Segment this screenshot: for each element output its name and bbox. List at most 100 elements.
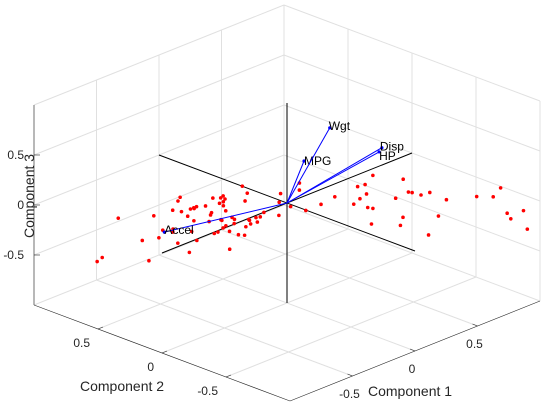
data-point: [304, 208, 308, 213]
data-point: [203, 204, 208, 208]
y-tick-label: 0.5: [73, 336, 90, 350]
z-tick-label: 0.5: [7, 148, 24, 162]
vector-label-accel: Accel: [164, 223, 193, 237]
data-point: [95, 259, 99, 264]
data-point: [525, 227, 530, 231]
data-point: [410, 190, 414, 195]
y-tick: [161, 350, 168, 354]
data-point: [212, 231, 217, 236]
vector-accel: [164, 202, 288, 233]
data-point: [297, 188, 302, 192]
data-point: [195, 238, 199, 243]
grid-line: [33, 54, 285, 156]
data-point: [245, 191, 250, 195]
x-tick: [347, 373, 353, 377]
box-edge: [283, 4, 541, 102]
data-point: [505, 211, 509, 216]
data-point: [371, 173, 375, 178]
data-point: [194, 204, 199, 209]
data-point: [221, 226, 225, 230]
data-point: [217, 201, 222, 206]
data-point: [244, 224, 248, 229]
data-point: [491, 195, 496, 199]
data-point: [258, 215, 263, 219]
y-tick-label: 0: [147, 360, 154, 374]
grid-line: [225, 276, 477, 378]
data-point: [365, 205, 370, 210]
data-point: [436, 214, 441, 218]
data-point: [255, 220, 260, 224]
data-point: [189, 229, 194, 234]
vector-tip-mpg: [302, 159, 306, 163]
data-point: [369, 222, 374, 226]
x-tick-label: 0.5: [466, 337, 483, 351]
data-point: [333, 195, 337, 199]
vector-wgt: [286, 127, 331, 204]
data-point: [221, 194, 225, 198]
data-point: [216, 230, 220, 234]
data-point: [277, 200, 281, 205]
y-tick: [97, 326, 104, 330]
vector-tip-disp: [380, 146, 384, 150]
data-point: [247, 218, 252, 223]
tick-labels: -0.5 0 0.5 -0.5 0 0.5 -0.5 0 0.5: [3, 148, 483, 401]
data-point: [176, 241, 180, 245]
data-point: [227, 247, 232, 251]
vector-label-mpg: MPG: [304, 154, 331, 168]
data-point: [262, 210, 266, 215]
data-point: [223, 209, 228, 213]
z-axis-title: Component 3: [21, 154, 37, 238]
data-point: [358, 196, 362, 201]
data-point: [221, 203, 226, 208]
data-point: [254, 215, 258, 220]
z-tick-label: 0: [17, 198, 24, 212]
data-point: [116, 216, 121, 220]
data-point: [288, 204, 293, 209]
data-point: [248, 222, 253, 226]
vector-tip-hp: [377, 150, 381, 154]
data-point: [278, 191, 283, 196]
data-point: [192, 218, 196, 223]
x-tick-label: -0.5: [339, 387, 360, 401]
data-point: [498, 186, 503, 190]
data-point: [371, 206, 375, 211]
vector-mpg: [286, 160, 305, 204]
x-tick: [409, 348, 416, 352]
grid-line: [33, 154, 285, 256]
data-point: [428, 190, 432, 195]
data-point: [178, 195, 182, 200]
y-axis-title: Component 2: [80, 378, 164, 394]
data-point: [179, 209, 184, 214]
y-tick-label: -0.5: [197, 384, 218, 398]
box-edge: [33, 204, 285, 306]
data-point: [170, 208, 175, 212]
grid-line: [283, 54, 541, 152]
data-point: [221, 200, 226, 204]
data-point: [100, 255, 105, 260]
data-point: [444, 197, 449, 202]
data-point: [355, 184, 360, 189]
data-point: [232, 217, 237, 222]
data-point: [521, 208, 526, 213]
data-point: [227, 229, 232, 234]
data-point: [188, 207, 193, 211]
data-point: [208, 213, 213, 217]
data-point: [140, 238, 145, 243]
data-point: [211, 196, 215, 200]
vector-label-disp: Disp: [380, 140, 404, 154]
data-point: [398, 223, 403, 228]
data-point: [236, 232, 241, 237]
data-point: [277, 213, 281, 218]
data-point: [157, 235, 161, 240]
x-axis-title: Component 1: [368, 383, 452, 399]
data-point: [240, 184, 245, 188]
x-tick: [472, 323, 478, 327]
grid-line: [97, 228, 349, 330]
data-point: [232, 221, 236, 226]
data-point: [401, 177, 406, 181]
data-point: [474, 194, 479, 199]
data-point: [176, 199, 180, 203]
data-point: [401, 215, 405, 220]
